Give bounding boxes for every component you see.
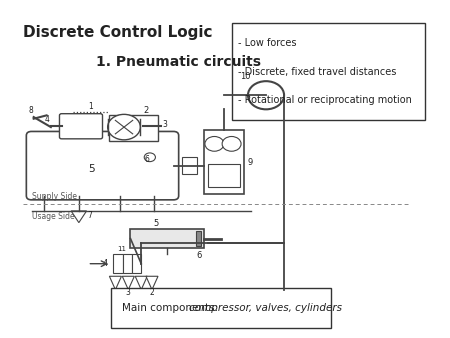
Text: - Rotational or reciprocating motion: - Rotational or reciprocating motion — [238, 95, 412, 105]
Text: - Low forces: - Low forces — [238, 38, 297, 48]
FancyBboxPatch shape — [111, 288, 331, 328]
Text: 7: 7 — [87, 211, 92, 220]
Bar — [132, 255, 141, 273]
Bar — [109, 115, 158, 141]
Text: 2: 2 — [149, 288, 154, 297]
Circle shape — [222, 137, 241, 151]
Text: Supply Side: Supply Side — [32, 192, 76, 201]
Polygon shape — [146, 276, 158, 290]
Text: 8: 8 — [28, 106, 33, 115]
Polygon shape — [109, 276, 122, 290]
Text: compressor, valves, cylinders: compressor, valves, cylinders — [189, 303, 342, 313]
Text: Main components:: Main components: — [122, 303, 221, 313]
Polygon shape — [122, 276, 135, 290]
FancyBboxPatch shape — [59, 114, 103, 139]
Bar — [122, 255, 132, 273]
Text: 6: 6 — [197, 251, 202, 260]
Text: Discrete Control Logic: Discrete Control Logic — [23, 25, 212, 40]
Text: - Discrete, fixed travel distances: - Discrete, fixed travel distances — [238, 67, 396, 77]
Text: 4: 4 — [45, 115, 50, 124]
Bar — [113, 255, 122, 273]
Text: 4: 4 — [103, 259, 108, 268]
Text: 3: 3 — [163, 120, 167, 129]
Circle shape — [248, 81, 284, 109]
Text: 2: 2 — [144, 106, 149, 115]
Text: 1. Pneumatic circuits: 1. Pneumatic circuits — [96, 55, 261, 69]
Circle shape — [205, 137, 224, 151]
FancyBboxPatch shape — [27, 131, 179, 200]
Text: 9: 9 — [248, 158, 253, 167]
Bar — [196, 231, 201, 246]
Circle shape — [144, 153, 155, 162]
Text: 10: 10 — [240, 72, 251, 81]
Polygon shape — [135, 276, 147, 290]
Bar — [203, 130, 244, 194]
Bar — [130, 230, 203, 248]
Text: Usage Side: Usage Side — [32, 212, 74, 221]
Bar — [182, 157, 197, 174]
Text: 11: 11 — [117, 246, 126, 252]
Text: 5: 5 — [88, 164, 94, 174]
Bar — [208, 164, 240, 188]
Text: 1: 1 — [88, 102, 93, 111]
FancyBboxPatch shape — [232, 23, 425, 120]
Polygon shape — [71, 211, 86, 223]
Text: 3: 3 — [126, 288, 131, 297]
Circle shape — [108, 114, 140, 140]
Text: 6: 6 — [144, 155, 149, 164]
Text: 5: 5 — [153, 219, 159, 228]
